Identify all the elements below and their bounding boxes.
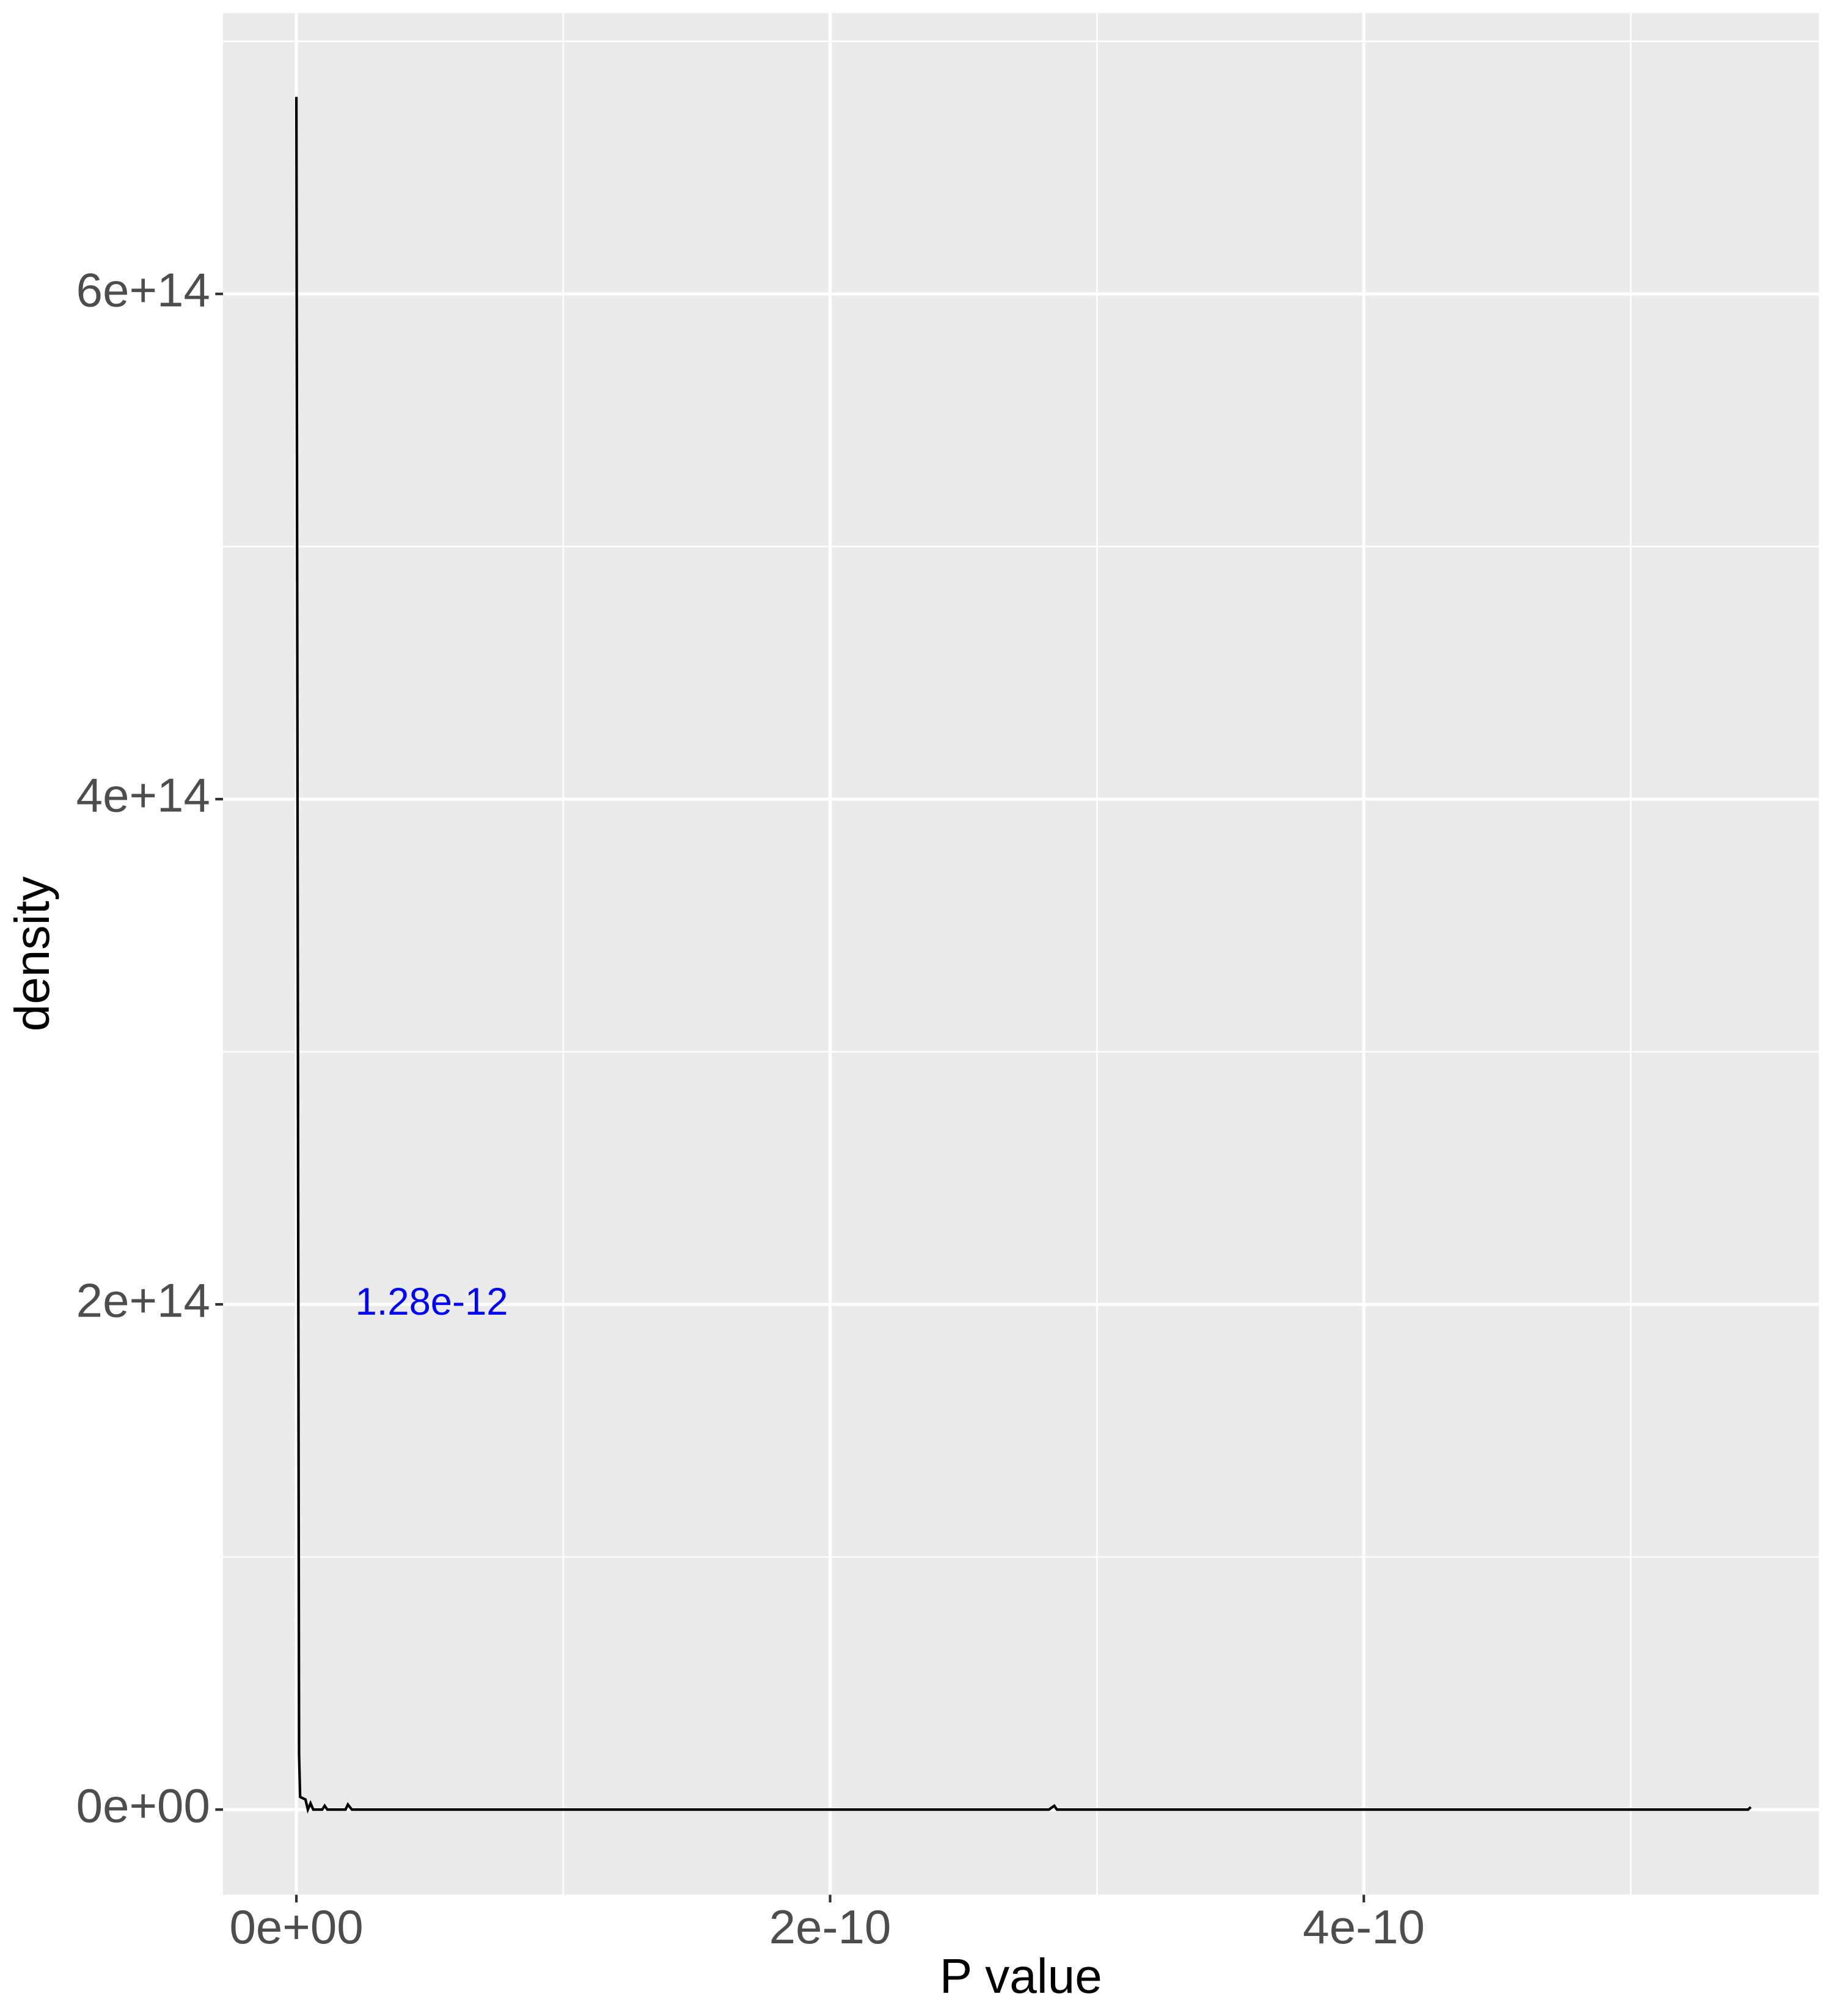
annotation: 1.28e-12: [356, 1280, 508, 1323]
y-tick-label: 2e+14: [76, 1274, 210, 1328]
y-axis-title: density: [4, 876, 59, 1031]
y-tick-label: 0e+00: [76, 1779, 210, 1833]
x-tick-label: 0e+00: [229, 1900, 363, 1954]
x-tick-label: 2e-10: [769, 1900, 891, 1954]
panel: [222, 13, 1819, 1895]
density-line: [295, 97, 1752, 1814]
x-axis-title: P value: [940, 1948, 1102, 2003]
plot: 1.28e-12: [295, 97, 1752, 1814]
x-tick-label: 4e-10: [1303, 1900, 1425, 1954]
y-tick-label: 4e+14: [76, 769, 210, 822]
y-tick-label: 6e+14: [76, 263, 210, 317]
